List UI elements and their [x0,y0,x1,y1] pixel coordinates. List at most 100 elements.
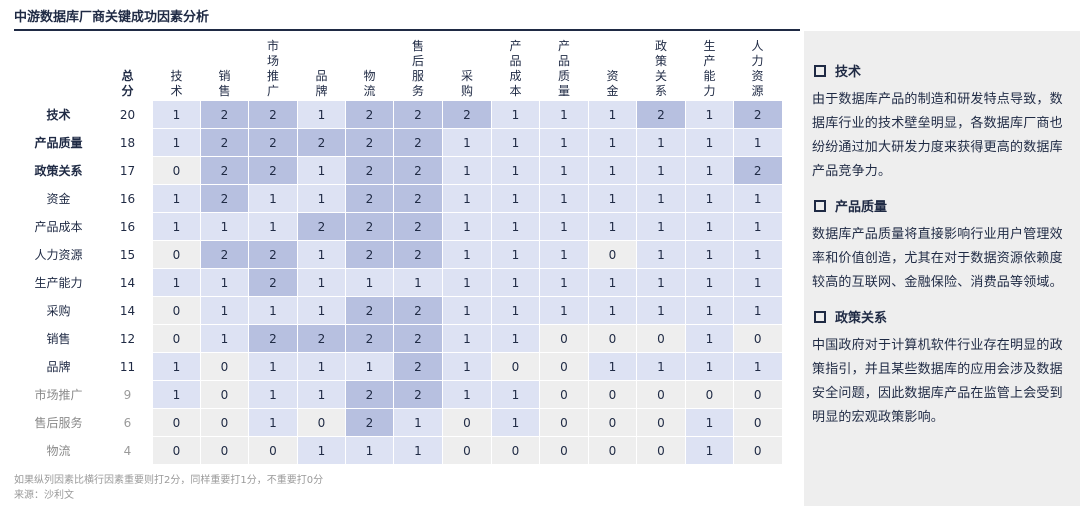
score-cell: 1 [297,352,346,381]
score-cell: 1 [297,156,346,185]
score-cell: 0 [491,352,540,381]
score-cell: 0 [539,408,589,437]
score-cell: 1 [539,268,589,297]
score-cell: 2 [297,128,346,157]
title-divider [14,29,800,31]
score-cell: 2 [345,240,394,269]
score-cell: 2 [733,101,782,129]
row-label: 市场推广 [14,380,103,409]
score-cell: 1 [685,436,734,465]
score-cell: 1 [539,240,589,269]
score-cell: 1 [588,128,637,157]
score-cell: 1 [248,296,298,325]
row-label: 资金 [14,184,103,213]
total-score: 12 [102,324,153,353]
score-cell: 0 [636,380,686,409]
insight-body: 数据库产品质量将直接影响行业用户管理效率和价值创造，尤其在对于数据资源依赖度较高… [812,227,1063,290]
score-cell: 0 [588,436,637,465]
column-header: 生产能力 [685,31,734,101]
table-row: 产品成本 16 1 1 1 2 2 2 1 1 1 1 1 1 1 [14,212,782,241]
insight-body: 中国政府对于计算机软件行业存在明显的政策指引，并且某些数据库的应用会涉及数据安全… [812,338,1063,425]
square-bullet-icon [814,310,826,323]
total-score: 9 [102,380,153,409]
column-header: 品牌 [297,31,346,101]
score-cell: 1 [152,352,201,381]
score-cell: 1 [442,156,492,185]
score-cell: 1 [539,128,589,157]
score-cell: 1 [442,240,492,269]
score-cell: 1 [636,268,686,297]
score-cell: 1 [345,436,394,465]
score-cell: 2 [248,268,298,297]
insight-panel: 技术 由于数据库产品的制造和研发特点导致，数据库行业的技术壁垒明显，各数据库厂商… [804,31,1080,506]
score-cell: 2 [248,324,298,353]
score-cell: 1 [248,352,298,381]
score-cell: 1 [491,184,540,213]
score-cell: 1 [685,324,734,353]
score-cell: 1 [200,212,249,241]
column-header: 采购 [442,31,492,101]
table-row: 技术 20 1 2 2 1 2 2 2 1 1 1 2 1 2 [14,101,782,129]
table-row: 品牌 11 1 0 1 1 1 2 1 0 0 1 1 1 1 [14,352,782,381]
table-row: 采购 14 0 1 1 1 2 2 1 1 1 1 1 1 1 [14,296,782,325]
table-row: 产品质量 18 1 2 2 2 2 2 1 1 1 1 1 1 1 [14,128,782,157]
score-cell: 2 [345,156,394,185]
success-factor-matrix: 总分 技术 销售 市场推广 品牌 物流 售后服务 采购 产品成本 产品质量 资金… [14,31,782,465]
score-cell: 1 [152,101,201,129]
insight-heading: 技术 [812,61,1072,80]
score-cell: 1 [539,184,589,213]
score-cell: 1 [393,436,443,465]
score-cell: 2 [248,240,298,269]
score-cell: 0 [733,324,782,353]
score-cell: 1 [297,184,346,213]
score-cell: 1 [345,268,394,297]
score-cell: 1 [442,184,492,213]
score-cell: 1 [442,380,492,409]
column-header: 销售 [200,31,249,101]
score-cell: 1 [297,296,346,325]
score-cell: 2 [200,184,249,213]
score-cell: 2 [393,156,443,185]
score-cell: 1 [588,296,637,325]
score-cell: 0 [152,408,201,437]
score-cell: 0 [152,156,201,185]
score-cell: 1 [442,296,492,325]
score-cell: 1 [200,296,249,325]
score-cell: 2 [200,240,249,269]
score-cell: 2 [636,101,686,129]
insight-body: 由于数据库产品的制造和研发特点导致，数据库行业的技术壁垒明显，各数据库厂商也纷纷… [812,92,1063,179]
score-cell: 1 [733,352,782,381]
score-cell: 1 [491,268,540,297]
row-label: 技术 [14,101,103,129]
score-cell: 1 [588,268,637,297]
total-score: 14 [102,296,153,325]
score-cell: 2 [393,128,443,157]
square-bullet-icon [814,199,826,212]
score-cell: 1 [636,156,686,185]
score-cell: 2 [297,324,346,353]
score-cell: 2 [393,184,443,213]
score-cell: 0 [588,240,637,269]
score-cell: 0 [588,408,637,437]
score-cell: 1 [248,408,298,437]
score-cell: 0 [539,324,589,353]
score-cell: 2 [345,184,394,213]
score-cell: 1 [636,212,686,241]
total-score: 15 [102,240,153,269]
score-cell: 0 [539,380,589,409]
total-score: 20 [102,101,153,129]
header-row: 总分 技术 销售 市场推广 品牌 物流 售后服务 采购 产品成本 产品质量 资金… [14,31,782,101]
score-cell: 0 [588,380,637,409]
source-note: 来源：沙利文 [14,490,74,501]
score-cell: 1 [491,296,540,325]
score-cell: 1 [152,380,201,409]
score-cell: 1 [588,184,637,213]
score-cell: 1 [152,184,201,213]
column-header: 产品质量 [539,31,589,101]
total-score: 18 [102,128,153,157]
column-header: 产品成本 [491,31,540,101]
score-cell: 2 [248,128,298,157]
score-cell: 0 [636,436,686,465]
score-cell: 1 [636,240,686,269]
score-cell: 1 [733,296,782,325]
